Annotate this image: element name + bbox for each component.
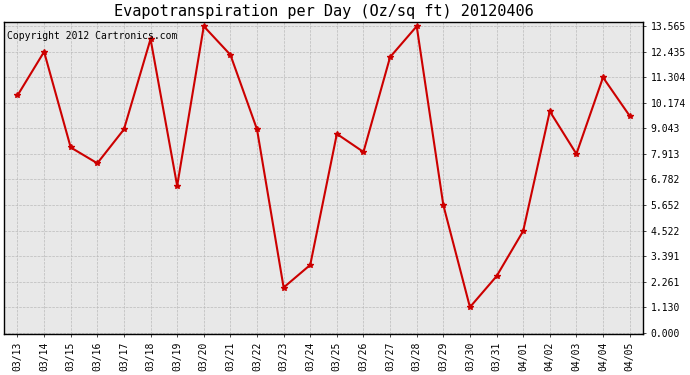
- Text: Copyright 2012 Cartronics.com: Copyright 2012 Cartronics.com: [8, 31, 178, 41]
- Title: Evapotranspiration per Day (Oz/sq ft) 20120406: Evapotranspiration per Day (Oz/sq ft) 20…: [114, 4, 533, 19]
